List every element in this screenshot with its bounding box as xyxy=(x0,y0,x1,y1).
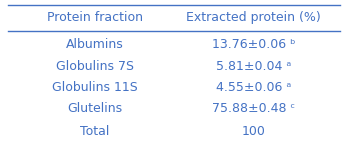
Text: 5.81±0.04 ᵃ: 5.81±0.04 ᵃ xyxy=(216,60,291,73)
Text: 13.76±0.06 ᵇ: 13.76±0.06 ᵇ xyxy=(212,38,295,51)
Text: 4.55±0.06 ᵃ: 4.55±0.06 ᵃ xyxy=(216,81,291,94)
Text: Total: Total xyxy=(80,125,109,138)
Text: Protein fraction: Protein fraction xyxy=(47,11,143,24)
Text: 75.88±0.48 ᶜ: 75.88±0.48 ᶜ xyxy=(212,102,295,115)
Text: Globulins 7S: Globulins 7S xyxy=(56,60,134,73)
Text: 100: 100 xyxy=(242,125,265,138)
Text: Albumins: Albumins xyxy=(66,38,124,51)
Text: Extracted protein (%): Extracted protein (%) xyxy=(186,11,321,24)
Text: Glutelins: Glutelins xyxy=(67,102,122,115)
Text: Globulins 11S: Globulins 11S xyxy=(52,81,137,94)
